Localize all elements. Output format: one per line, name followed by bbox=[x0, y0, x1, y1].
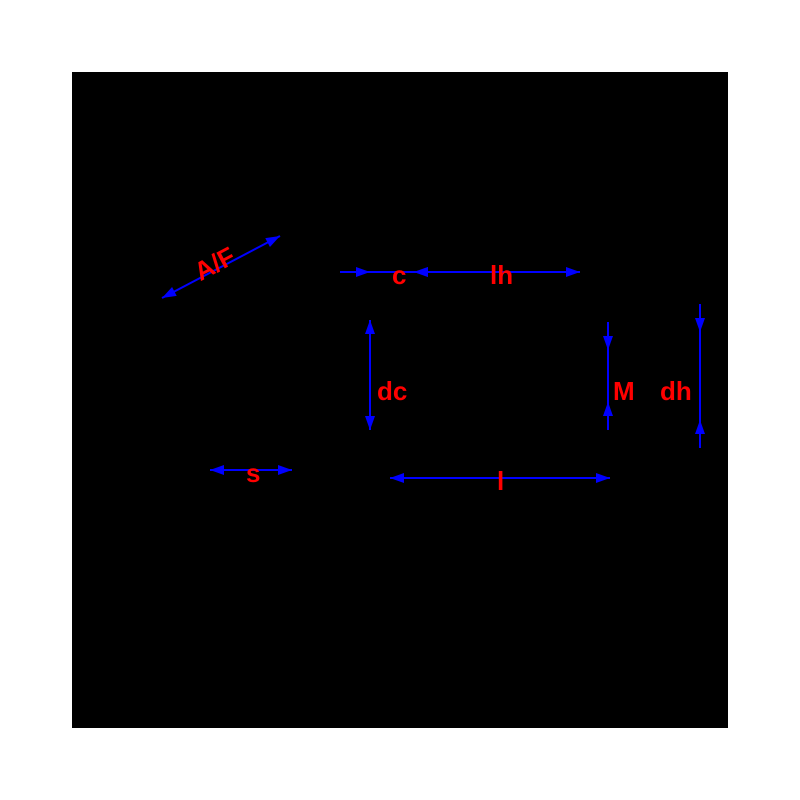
label-s: s bbox=[246, 460, 260, 486]
label-l: l bbox=[497, 468, 504, 494]
diagram-root: A/F s c dc lh l M dh bbox=[0, 0, 800, 800]
label-M: M bbox=[613, 378, 635, 404]
label-lh: lh bbox=[490, 262, 513, 288]
label-dh: dh bbox=[660, 378, 692, 404]
label-c: c bbox=[392, 262, 406, 288]
label-dc: dc bbox=[377, 378, 407, 404]
